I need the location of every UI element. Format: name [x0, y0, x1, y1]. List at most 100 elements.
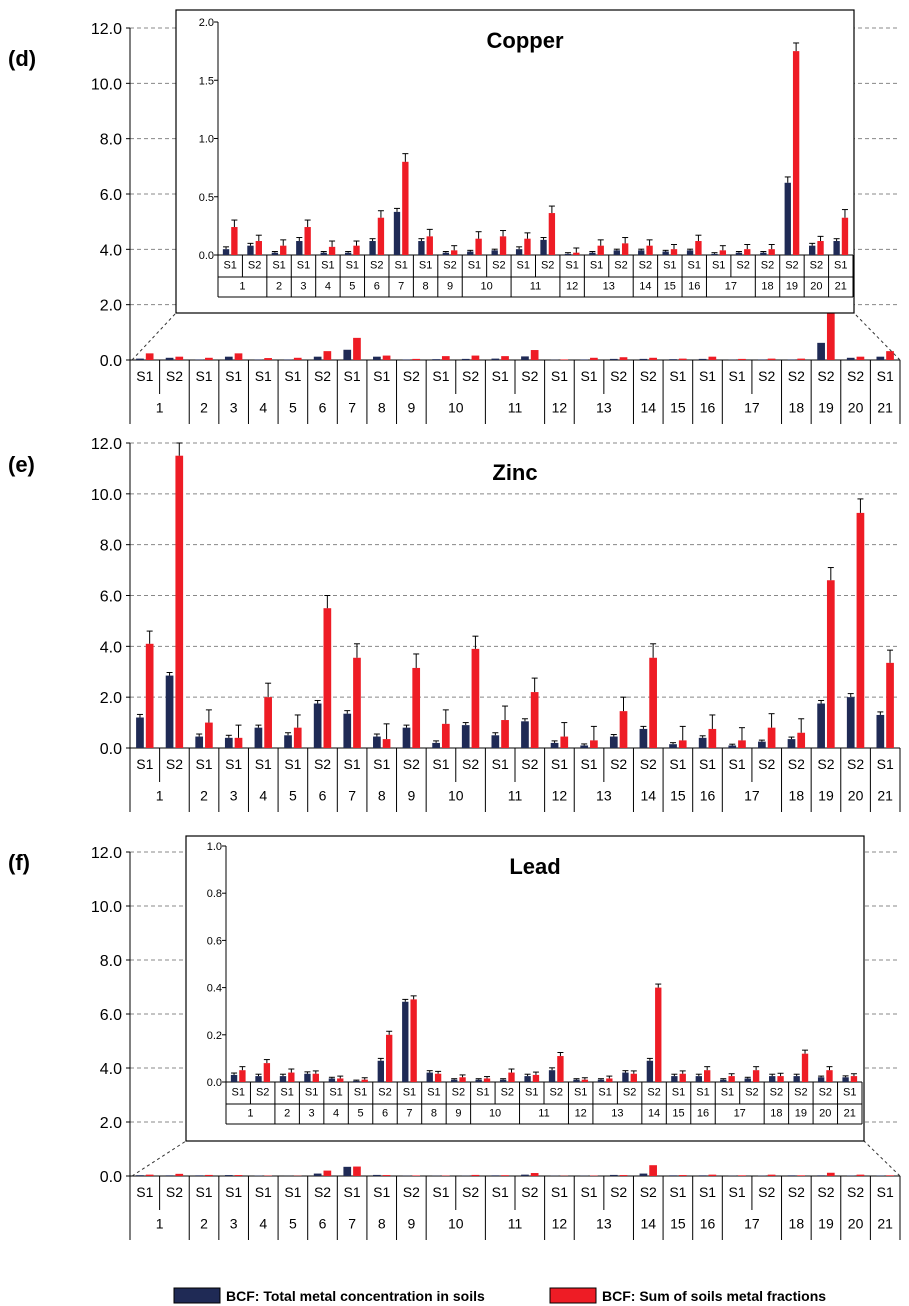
group-label: 13	[596, 400, 612, 416]
bar-total	[491, 1175, 499, 1176]
inset-sample-label: S1	[468, 260, 481, 272]
inset-bar-total	[247, 246, 253, 255]
bar-total	[640, 359, 648, 360]
sample-label: S2	[847, 1184, 864, 1200]
bar-total	[314, 704, 322, 748]
inset-sample-label: S1	[427, 1087, 440, 1099]
y-tick-label: 4.0	[100, 1061, 122, 1078]
inset-bar-sum	[720, 250, 726, 255]
inset-bar-sum	[329, 247, 335, 255]
inset-bar-total	[255, 1076, 261, 1082]
y-tick-label: 10.0	[91, 899, 122, 916]
bar-sum	[146, 353, 154, 360]
inset-bar-total	[745, 1078, 751, 1082]
inset-bar-sum	[386, 1035, 392, 1082]
y-tick-label: 8.0	[100, 132, 122, 149]
inset-bar-total	[638, 250, 644, 255]
bar-total	[669, 744, 677, 748]
inset-group-label: 10	[481, 280, 493, 292]
sample-label: S2	[610, 1184, 627, 1200]
inset-group-label: 6	[374, 280, 380, 292]
inset-bar-sum	[280, 246, 286, 255]
bar-total	[610, 737, 618, 748]
inset-sample-label: S1	[419, 260, 432, 272]
group-label: 3	[230, 400, 238, 416]
sample-label: S2	[817, 368, 834, 384]
inset-group-label: 15	[672, 1107, 684, 1119]
inset-bar-total	[793, 1076, 799, 1082]
sample-label: S1	[551, 1184, 568, 1200]
inset-bar-sum	[435, 1074, 441, 1082]
inset-sample-label: S2	[761, 260, 774, 272]
bar-sum	[205, 1175, 213, 1176]
sample-label: S1	[432, 756, 449, 772]
bar-total	[136, 359, 144, 360]
inset-sample-label: S2	[623, 1087, 636, 1099]
sample-label: S2	[610, 756, 627, 772]
sample-label: S1	[669, 368, 686, 384]
sample-label: S1	[492, 368, 509, 384]
sample-label: S1	[699, 756, 716, 772]
group-label: 8	[378, 788, 386, 804]
inset-bar-sum	[802, 1054, 808, 1082]
sample-label: S1	[225, 756, 242, 772]
sample-label: S1	[373, 1184, 390, 1200]
inset-sample-label: S2	[549, 1087, 562, 1099]
inset-sample-label: S2	[248, 260, 261, 272]
group-label: 12	[552, 1216, 568, 1232]
group-label: 17	[744, 788, 760, 804]
group-label: 15	[670, 788, 686, 804]
inset-bar-sum	[622, 243, 628, 255]
sample-label: S1	[344, 756, 361, 772]
inset-bar-sum	[508, 1073, 514, 1082]
inset-bar-sum	[231, 227, 237, 255]
inset-bar-sum	[695, 241, 701, 255]
inset-y-tick-label: 1.0	[207, 841, 222, 853]
bar-total	[847, 1175, 855, 1176]
bar-total	[373, 357, 381, 360]
inset-sample-label: S1	[354, 1087, 367, 1099]
group-label: 21	[877, 788, 893, 804]
group-label: 8	[378, 1216, 386, 1232]
group-label: 10	[448, 400, 464, 416]
sample-label: S1	[195, 756, 212, 772]
group-label: 4	[259, 788, 267, 804]
bar-total	[225, 357, 233, 360]
bar-total	[699, 1175, 707, 1176]
group-label: 7	[348, 1216, 356, 1232]
inset-group-label: 6	[382, 1107, 388, 1119]
y-tick-label: 12.0	[91, 845, 122, 862]
inset-sample-label: S1	[574, 1087, 587, 1099]
inset-group-label: 16	[688, 280, 700, 292]
chart-title: Lead	[509, 854, 560, 879]
inset-group-label: 15	[664, 280, 676, 292]
bar-total	[195, 1175, 203, 1176]
sample-label: S1	[136, 1184, 153, 1200]
inset-sample-label: S2	[256, 1087, 269, 1099]
bar-total	[284, 735, 292, 748]
bar-sum	[768, 359, 776, 360]
legend-swatch-total	[174, 1288, 220, 1303]
bar-sum	[768, 1175, 776, 1176]
inset-sample-label: S2	[794, 1087, 807, 1099]
bar-sum	[412, 668, 420, 748]
inset-chart: 0.00.20.40.60.81.0S1 S2 S1 S1 S1 S1 S2 S1 S1 S2 S1…	[186, 836, 864, 1141]
inset-sample-label: S1	[346, 260, 359, 272]
bar-sum	[294, 728, 302, 748]
sample-label: S1	[373, 368, 390, 384]
group-label: 1	[156, 400, 164, 416]
inset-bar-total	[671, 1076, 677, 1082]
bar-sum	[264, 358, 272, 360]
group-label: 21	[877, 400, 893, 416]
inset-group-label: 8	[431, 1107, 437, 1119]
group-label: 20	[848, 788, 864, 804]
bar-total	[876, 715, 884, 748]
inset-bar-sum	[524, 239, 530, 255]
inset-group-label: 12	[566, 280, 578, 292]
group-label: 4	[259, 400, 267, 416]
inset-bar-total	[736, 253, 742, 255]
inset-sample-label: S1	[590, 260, 603, 272]
inset-sample-label: S2	[819, 1087, 832, 1099]
sample-label: S1	[551, 368, 568, 384]
